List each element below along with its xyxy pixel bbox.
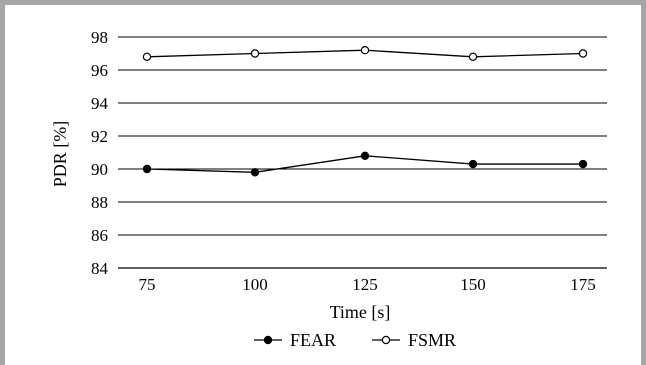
point-fsmr-150 — [468, 52, 478, 62]
y-tick-96: 96 — [91, 61, 108, 80]
legend-label-fear: FEAR — [290, 330, 336, 350]
point-fear-75 — [142, 164, 152, 174]
x-tick-150: 150 — [460, 275, 486, 294]
y-tick-86: 86 — [91, 226, 108, 245]
y-tick-90: 90 — [91, 160, 108, 179]
x-tick-75: 75 — [139, 275, 156, 294]
x-tick-175: 175 — [570, 275, 596, 294]
legend-marker-fsmr — [381, 335, 391, 345]
point-fear-100 — [250, 168, 260, 177]
point-fsmr-175 — [578, 49, 588, 58]
x-tick-labels: 75 100 125 150 175 — [139, 275, 596, 294]
y-tick-98: 98 — [91, 28, 108, 47]
y-tick-88: 88 — [91, 193, 108, 212]
x-tick-125: 125 — [352, 275, 378, 294]
legend: FEAR FSMR — [254, 330, 456, 350]
series-group — [142, 46, 588, 177]
y-tick-84: 84 — [91, 259, 109, 278]
legend-label-fsmr: FSMR — [408, 330, 456, 350]
point-fsmr-100 — [250, 49, 260, 58]
point-fear-150 — [468, 159, 478, 169]
point-fsmr-125 — [360, 46, 370, 55]
x-axis-title: Time [s] — [330, 302, 391, 322]
point-fsmr-75 — [142, 52, 152, 62]
y-tick-labels: 84 86 88 90 92 94 96 98 — [91, 28, 109, 278]
y-tick-92: 92 — [91, 127, 108, 146]
y-axis-title: PDR [%] — [50, 121, 70, 188]
gridlines — [118, 36, 607, 269]
point-fear-125 — [360, 151, 370, 160]
legend-marker-fear — [263, 335, 273, 345]
y-tick-94: 94 — [91, 94, 109, 113]
point-fear-175 — [578, 159, 588, 169]
x-tick-100: 100 — [242, 275, 268, 294]
